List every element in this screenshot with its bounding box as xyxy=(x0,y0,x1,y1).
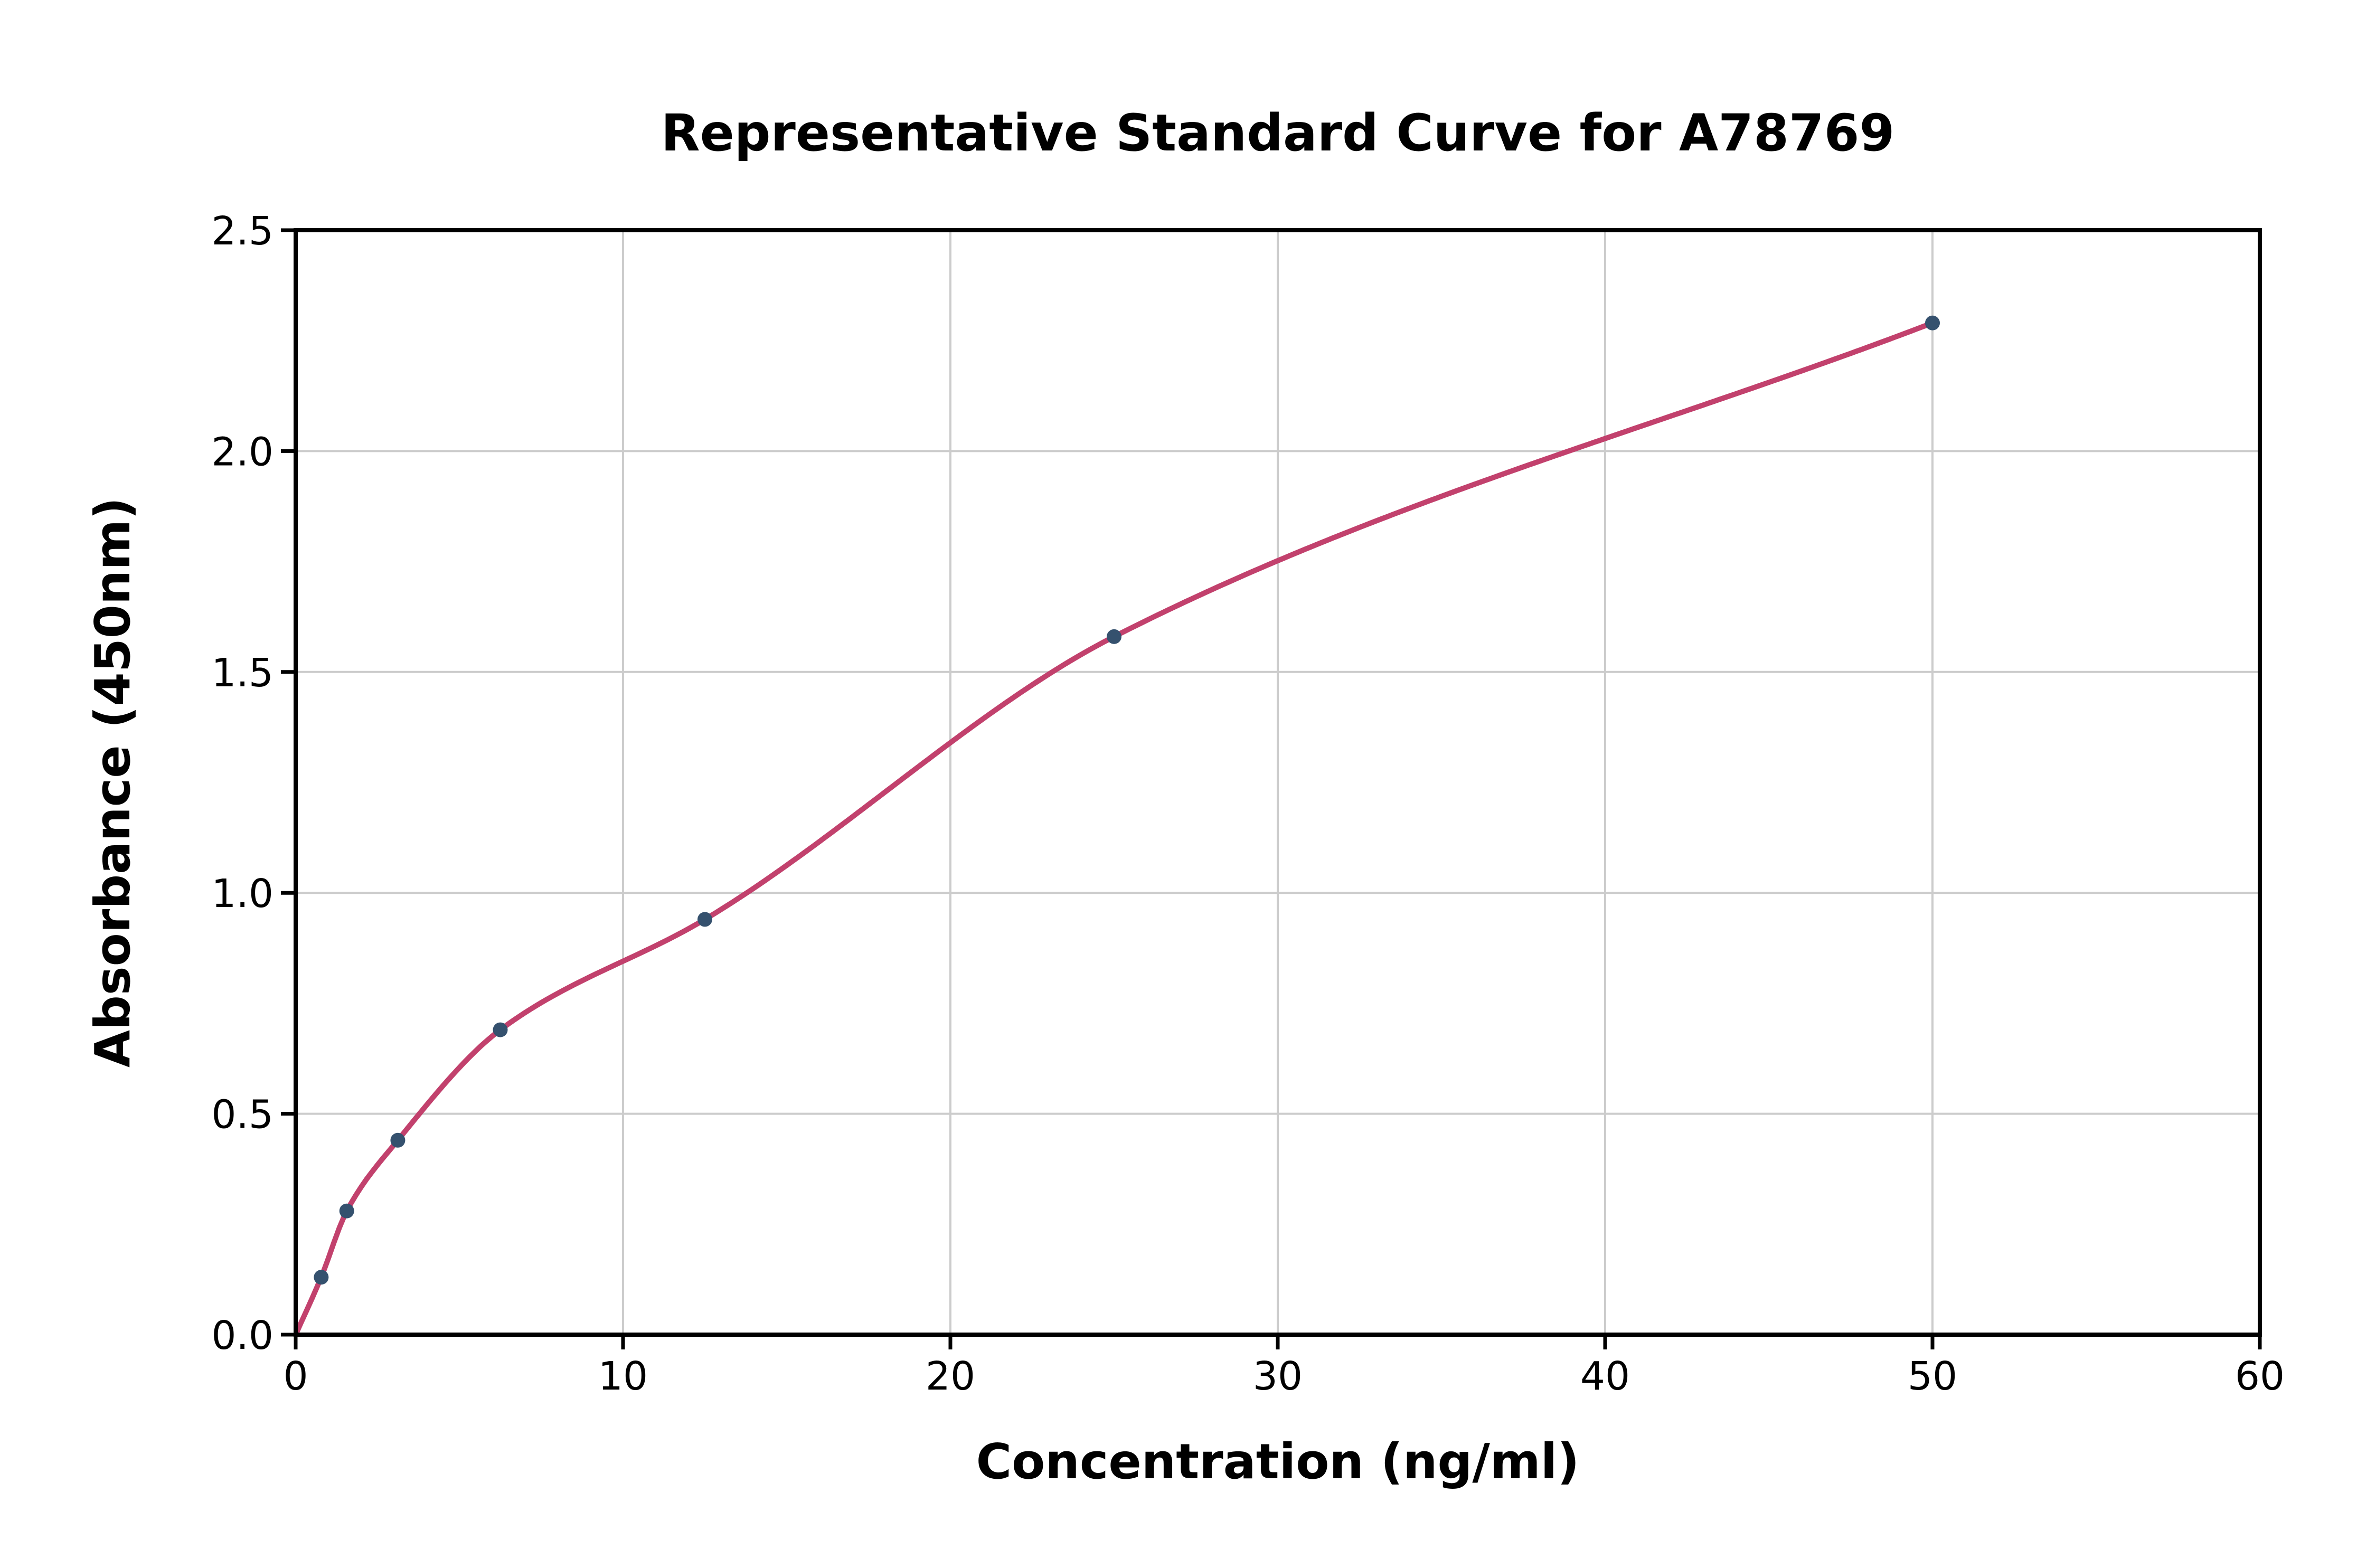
fit-curve xyxy=(293,320,1935,1337)
y-tick-label: 1.0 xyxy=(211,871,274,917)
x-tick-label: 60 xyxy=(2235,1354,2285,1399)
y-tick-label: 2.0 xyxy=(211,429,274,475)
data-point xyxy=(1107,629,1121,644)
data-point xyxy=(1925,315,1940,330)
data-point xyxy=(697,912,712,927)
data-point xyxy=(339,1203,354,1218)
x-axis-label: Concentration (ng/ml) xyxy=(976,1433,1580,1490)
y-tick-label: 1.5 xyxy=(211,650,274,696)
data-point xyxy=(493,1022,508,1037)
y-tick-label: 0.5 xyxy=(211,1092,274,1138)
data-points xyxy=(314,315,1940,1285)
y-tick-labels: 0.0 0.5 1.0 1.5 2.0 2.5 xyxy=(211,209,274,1358)
chart-title: Representative Standard Curve for A78769 xyxy=(661,103,1895,163)
y-axis-label: Absorbance (450nm) xyxy=(84,497,141,1068)
axis-ticks xyxy=(281,228,2262,1349)
y-tick-label: 0.0 xyxy=(211,1313,274,1358)
x-tick-label: 30 xyxy=(1253,1354,1303,1399)
x-tick-label: 40 xyxy=(1580,1354,1630,1399)
x-tick-label: 50 xyxy=(1908,1354,1957,1399)
standard-curve-line xyxy=(293,320,1935,1337)
data-point xyxy=(314,1270,329,1285)
x-tick-label: 10 xyxy=(598,1354,648,1399)
gridlines xyxy=(295,229,2261,1336)
x-tick-label: 20 xyxy=(926,1354,975,1399)
x-tick-labels: 0 10 20 30 40 50 60 xyxy=(283,1354,2285,1399)
x-tick-label: 0 xyxy=(283,1354,308,1399)
y-tick-label: 2.5 xyxy=(211,209,274,254)
data-point xyxy=(390,1132,406,1148)
